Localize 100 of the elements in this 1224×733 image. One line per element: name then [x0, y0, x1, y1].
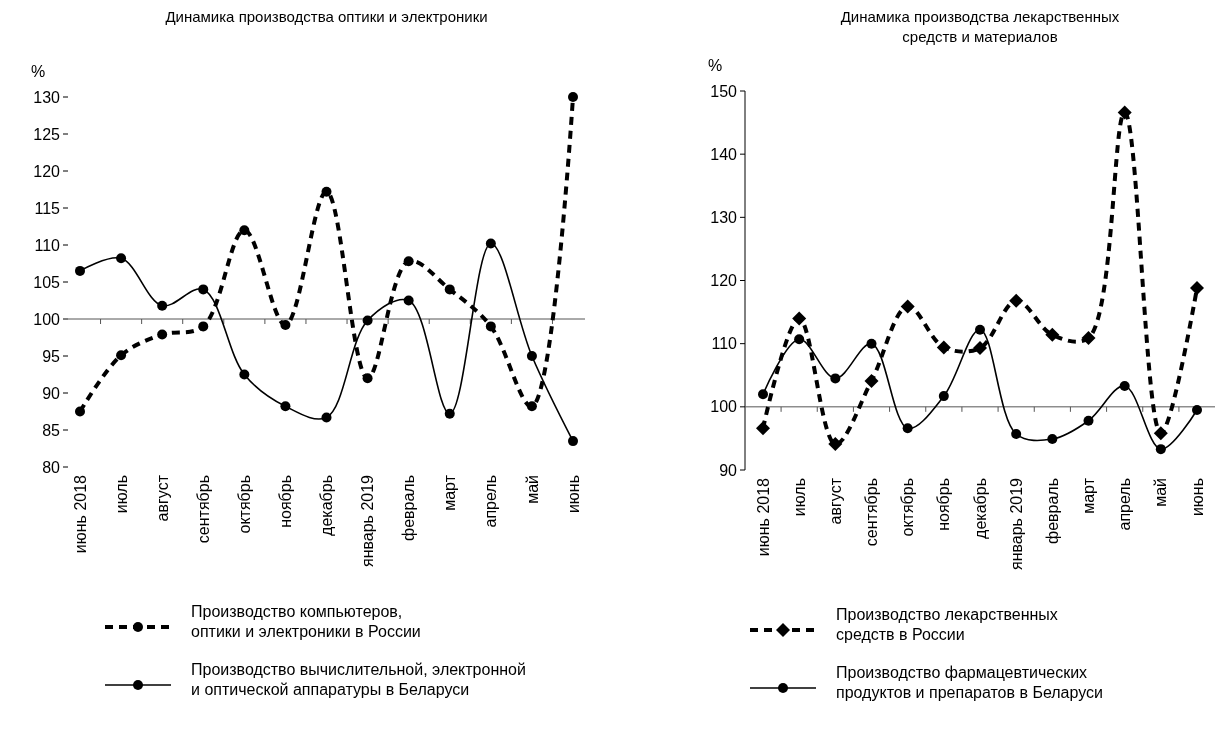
- x-tick-label: март: [441, 474, 459, 511]
- x-tick-label: июнь: [564, 475, 582, 514]
- x-tick-label: июнь: [1188, 478, 1206, 517]
- x-tick-label: сентябрь: [194, 475, 212, 544]
- point: [830, 373, 841, 384]
- y-axis-title: %: [707, 57, 723, 74]
- point: [444, 284, 455, 295]
- point: [1081, 330, 1096, 345]
- x-tick-label: апрель: [482, 475, 500, 528]
- y-tick-label: 110: [34, 236, 61, 254]
- y-tick-label: 120: [710, 272, 738, 290]
- point: [157, 329, 168, 340]
- x-tick-label: январь 2019: [1007, 477, 1025, 570]
- y-tick-label: 130: [33, 88, 61, 106]
- x-tick-label: февраль: [400, 475, 418, 542]
- point: [936, 340, 951, 355]
- y-tick-label: 130: [710, 208, 738, 226]
- x-tick-label: декабрь: [318, 475, 336, 536]
- point: [900, 299, 915, 314]
- point: [1119, 380, 1130, 391]
- point: [1190, 281, 1204, 296]
- y-tick-label: 90: [719, 461, 738, 479]
- y-tick-label: 100: [33, 310, 61, 328]
- point: [116, 253, 127, 264]
- legend-label: Производство лекарственных средств в России: [836, 606, 1058, 643]
- x-tick-label: декабрь: [971, 478, 989, 539]
- point: [938, 391, 949, 402]
- x-tick-label: июль: [112, 475, 130, 514]
- y-tick-label: 100: [710, 398, 738, 416]
- x-tick-label: ноябрь: [277, 475, 295, 528]
- point: [1045, 327, 1060, 342]
- point: [403, 295, 414, 306]
- y-tick-label: 125: [33, 125, 61, 143]
- point: [902, 423, 913, 434]
- point: [973, 341, 987, 356]
- x-tick-label: июнь 2018: [754, 477, 772, 557]
- point: [1192, 404, 1202, 415]
- x-tick-label: январь 2019: [359, 474, 377, 567]
- x-tick-label: февраль: [1043, 478, 1061, 545]
- point: [975, 324, 985, 335]
- point: [75, 406, 85, 417]
- point: [526, 401, 537, 412]
- point: [403, 256, 414, 267]
- y-tick-label: 140: [710, 145, 738, 163]
- point: [1047, 434, 1058, 445]
- point: [485, 321, 496, 332]
- x-tick-label: август: [153, 474, 171, 522]
- point: [1011, 429, 1022, 439]
- point: [157, 300, 168, 311]
- point: [75, 265, 85, 276]
- y-tick-label: 120: [33, 162, 61, 180]
- x-tick-label: октябрь: [899, 478, 917, 537]
- point: [1083, 415, 1094, 426]
- x-tick-label: март: [1080, 477, 1098, 514]
- point: [1155, 444, 1166, 455]
- point: [526, 351, 537, 361]
- point: [864, 373, 879, 388]
- y-tick-label: 85: [42, 421, 61, 439]
- point: [758, 389, 768, 400]
- x-tick-label: июнь 2018: [71, 474, 89, 554]
- point: [1117, 105, 1132, 120]
- y-tick-label: 110: [711, 335, 738, 353]
- legend-label: Производство вычислительной, электронной и оптической аппаратуры в Беларуси: [191, 661, 526, 698]
- point: [568, 92, 578, 102]
- legend-label: Производство фармацевтических продуктов и препаратов в Беларуси: [836, 664, 1103, 701]
- x-tick-label: май: [523, 475, 541, 504]
- y-tick-label: 150: [710, 82, 738, 100]
- point: [321, 412, 332, 423]
- point: [828, 437, 843, 452]
- y-tick-label: 95: [42, 347, 61, 365]
- chart-title: Динамика производства оптики и электроники: [165, 8, 488, 25]
- x-tick-label: август: [826, 477, 844, 525]
- y-tick-label: 90: [42, 384, 61, 402]
- point: [756, 421, 770, 436]
- point: [116, 350, 127, 361]
- point: [239, 369, 250, 380]
- y-tick-label: 105: [33, 273, 61, 291]
- y-tick-label: 80: [42, 458, 61, 476]
- point: [239, 225, 250, 236]
- point: [362, 373, 373, 384]
- point: [198, 321, 209, 332]
- y-tick-label: 115: [34, 199, 61, 217]
- chart-title: Динамика производства лекарственных средств и материалов: [840, 8, 1120, 45]
- point: [444, 408, 455, 419]
- point: [362, 315, 373, 326]
- point: [1009, 293, 1024, 308]
- point: [792, 311, 807, 326]
- y-axis-title: %: [30, 63, 46, 80]
- x-tick-label: май: [1152, 478, 1170, 507]
- x-tick-label: июль: [790, 478, 808, 517]
- point: [866, 338, 877, 349]
- point: [198, 284, 209, 295]
- x-tick-label: ноябрь: [935, 478, 953, 531]
- point: [321, 186, 332, 197]
- point: [485, 238, 496, 249]
- legend-label: Производство компьютеров, оптики и электроники в России: [191, 603, 421, 640]
- point: [1153, 426, 1168, 441]
- point: [568, 436, 578, 447]
- point: [794, 334, 805, 345]
- x-tick-label: апрель: [1116, 478, 1134, 531]
